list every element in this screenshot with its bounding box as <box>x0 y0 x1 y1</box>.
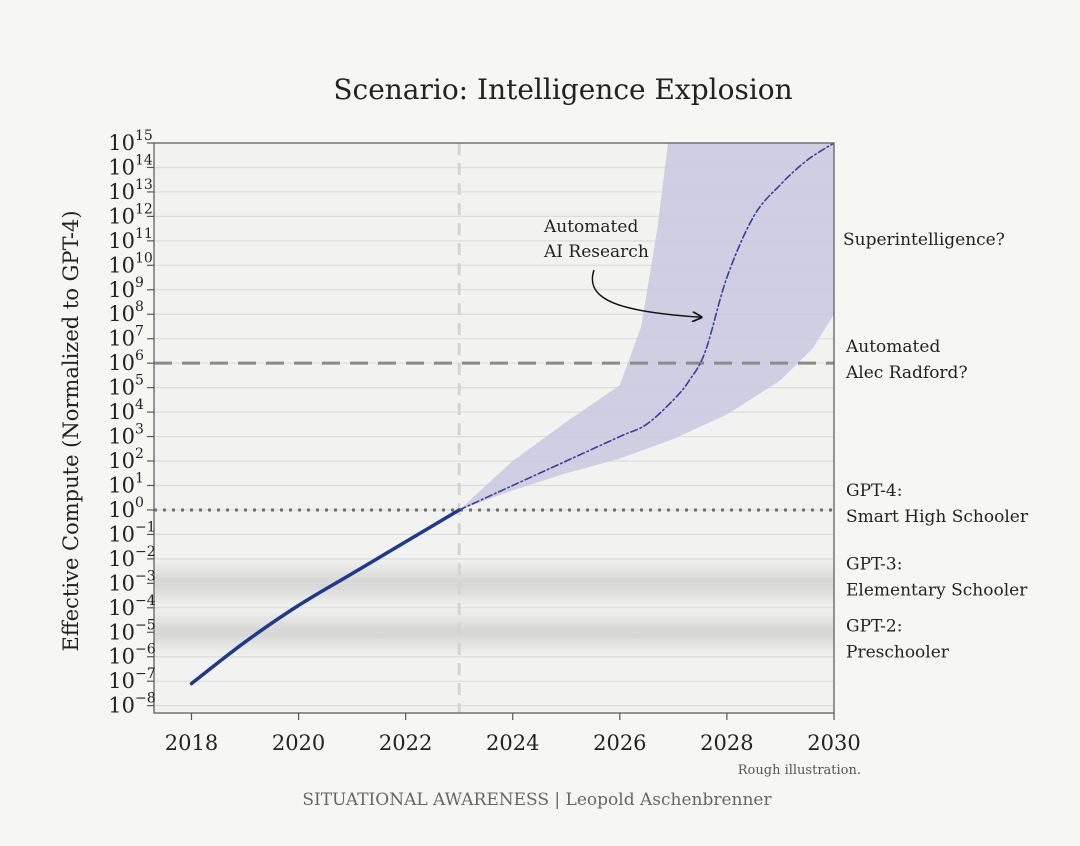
y-tick-exponent: −4 <box>135 593 156 609</box>
x-tick-label: 2028 <box>700 731 753 755</box>
credit-line: SITUATIONAL AWARENESS | Leopold Aschenbr… <box>302 790 772 810</box>
y-tick-label: 10 <box>108 694 135 718</box>
band-label-gpt3: GPT-3: <box>846 554 902 574</box>
y-tick-exponent: 5 <box>135 373 144 389</box>
y-tick-exponent: 13 <box>135 177 153 193</box>
y-tick-exponent: −3 <box>135 568 156 584</box>
y-tick-label: 10 <box>108 253 135 277</box>
y-tick-label: 10 <box>108 669 135 693</box>
y-tick-label: 10 <box>108 547 135 571</box>
y-tick-exponent: 4 <box>135 397 144 413</box>
y-tick-exponent: 7 <box>135 324 144 340</box>
y-tick-exponent: −2 <box>135 544 156 560</box>
y-tick-label: 10 <box>108 204 135 228</box>
y-tick-label: 10 <box>108 131 135 155</box>
right-label-superintelligence: Superintelligence? <box>843 230 1005 250</box>
y-tick-label: 10 <box>108 571 135 595</box>
annotation-arrow <box>591 269 701 317</box>
uncertainty-band <box>459 143 834 510</box>
reference-label-automated-radford: Automated <box>845 337 940 357</box>
band-label-gpt3: Elementary Schooler <box>846 580 1028 600</box>
y-tick-label: 10 <box>108 229 135 253</box>
y-tick-exponent: 10 <box>135 250 153 266</box>
annotation-text: AI Research <box>543 242 649 262</box>
y-tick-label: 10 <box>108 473 135 497</box>
y-tick-label: 10 <box>108 425 135 449</box>
x-tick-label: 2030 <box>807 731 860 755</box>
reference-label-gpt4: Smart High Schooler <box>846 507 1029 527</box>
y-tick-label: 10 <box>108 351 135 375</box>
y-tick-label: 10 <box>108 278 135 302</box>
y-tick-exponent: 0 <box>135 495 144 511</box>
y-tick-exponent: 1 <box>135 470 144 486</box>
y-axis-label: Effective Compute (Normalized to GPT-4) <box>59 210 83 651</box>
rough-illustration-note: Rough illustration. <box>738 763 861 778</box>
y-tick-exponent: −6 <box>135 642 156 658</box>
y-tick-exponent: 3 <box>135 422 144 438</box>
y-tick-label: 10 <box>108 522 135 546</box>
y-tick-exponent: 9 <box>135 275 144 291</box>
y-tick-exponent: 12 <box>135 201 153 217</box>
y-tick-label: 10 <box>108 400 135 424</box>
y-tick-label: 10 <box>108 620 135 644</box>
plot-content <box>154 143 834 713</box>
x-tick-label: 2018 <box>165 731 218 755</box>
x-tick-label: 2026 <box>593 731 646 755</box>
y-tick-exponent: −7 <box>135 666 156 682</box>
y-tick-label: 10 <box>108 155 135 179</box>
y-tick-label: 10 <box>108 596 135 620</box>
chart-title: Scenario: Intelligence Explosion <box>333 73 792 106</box>
y-tick-label: 10 <box>108 327 135 351</box>
y-tick-exponent: 8 <box>135 299 144 315</box>
annotation-text: Automated <box>543 217 638 237</box>
x-tick-label: 2020 <box>272 731 325 755</box>
y-tick-label: 10 <box>108 449 135 473</box>
y-tick-exponent: 2 <box>135 446 144 462</box>
y-tick-exponent: −8 <box>135 691 156 707</box>
x-tick-label: 2024 <box>486 731 539 755</box>
y-tick-label: 10 <box>108 498 135 522</box>
y-tick-label: 10 <box>108 376 135 400</box>
y-tick-exponent: 11 <box>135 226 153 242</box>
y-tick-exponent: 6 <box>135 348 144 364</box>
y-tick-exponent: 15 <box>135 128 153 144</box>
series-line-1 <box>458 143 834 511</box>
reference-label-automated-radford: Alec Radford? <box>845 363 968 383</box>
y-tick-label: 10 <box>108 645 135 669</box>
y-tick-exponent: 14 <box>135 152 153 168</box>
band-label-gpt2: Preschooler <box>846 642 950 662</box>
series-line-0 <box>189 508 461 686</box>
band-label-gpt2: GPT-2: <box>846 616 902 636</box>
x-tick-label: 2022 <box>379 731 432 755</box>
y-tick-exponent: −5 <box>135 617 156 633</box>
y-tick-exponent: −1 <box>135 519 156 535</box>
y-tick-label: 10 <box>108 302 135 326</box>
plot-frame <box>153 142 835 714</box>
reference-label-gpt4: GPT-4: <box>846 481 902 501</box>
y-tick-label: 10 <box>108 180 135 204</box>
